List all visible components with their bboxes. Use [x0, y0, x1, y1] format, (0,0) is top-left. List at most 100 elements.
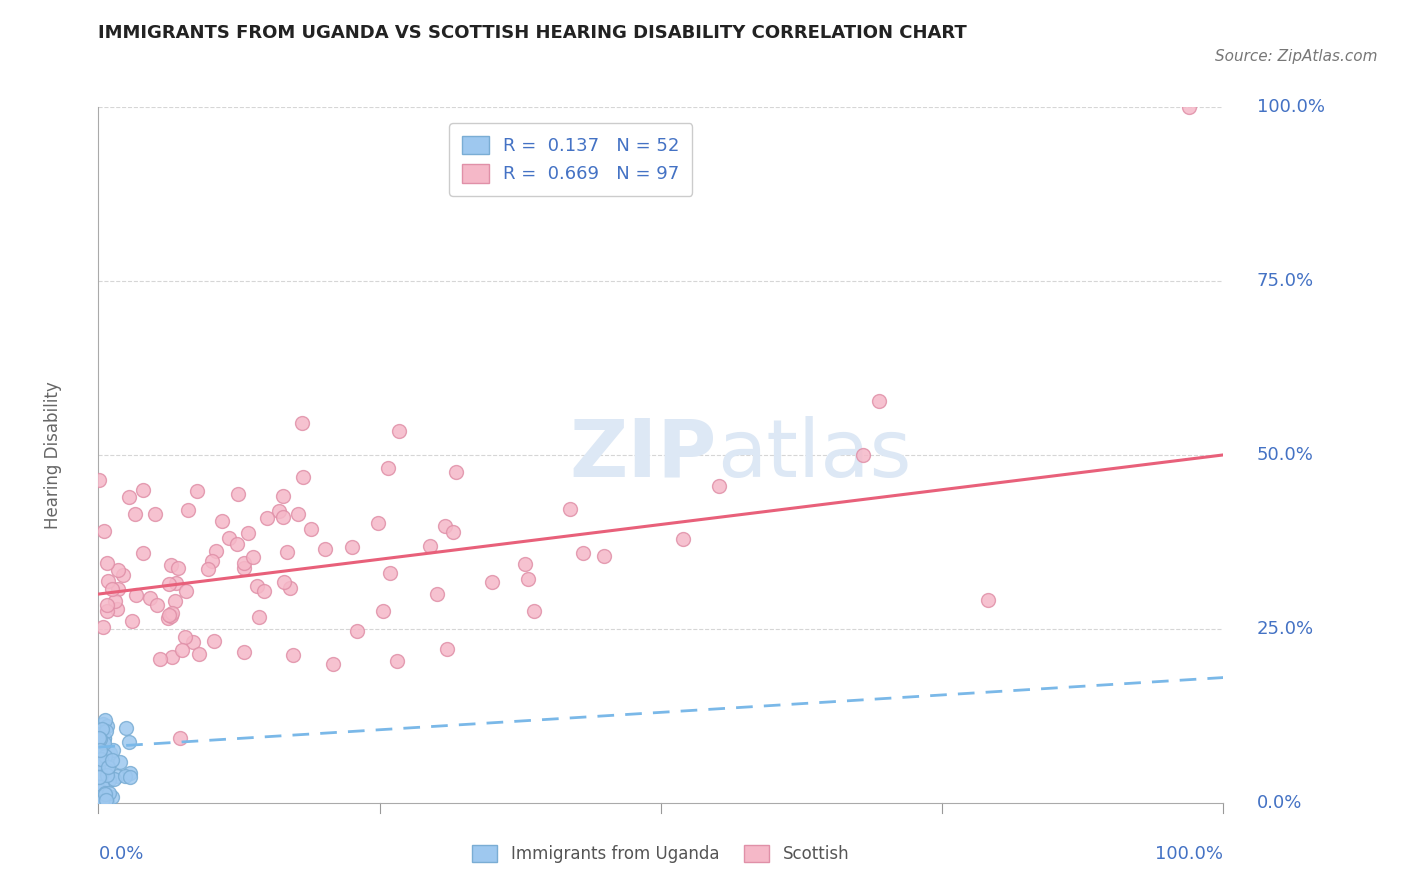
- Point: [90, 794, 112, 808]
- Point: [167, 560, 190, 574]
- Point: [225, 536, 247, 550]
- Point: [139, 591, 162, 606]
- Point: [868, 394, 890, 409]
- Point: [247, 610, 270, 624]
- Point: [118, 766, 141, 780]
- Point: [149, 651, 172, 665]
- Point: [94, 793, 117, 807]
- Point: [90, 789, 112, 804]
- Point: [1178, 100, 1201, 114]
- Point: [160, 558, 183, 572]
- Point: [89, 728, 111, 742]
- Text: ZIP: ZIP: [569, 416, 717, 494]
- Point: [146, 598, 169, 612]
- Point: [89, 732, 111, 747]
- Point: [385, 654, 408, 668]
- Text: 50.0%: 50.0%: [1257, 446, 1313, 464]
- Point: [87, 792, 110, 806]
- Point: [226, 487, 249, 501]
- Point: [287, 508, 309, 522]
- Point: [205, 544, 228, 558]
- Text: 25.0%: 25.0%: [1257, 620, 1315, 638]
- Point: [91, 620, 114, 634]
- Point: [346, 624, 368, 638]
- Point: [292, 469, 315, 483]
- Point: [513, 557, 536, 571]
- Point: [91, 735, 114, 749]
- Point: [91, 717, 114, 731]
- Point: [419, 540, 441, 554]
- Point: [172, 643, 194, 657]
- Point: [96, 719, 118, 733]
- Point: [90, 779, 112, 793]
- Point: [90, 722, 112, 736]
- Point: [280, 581, 302, 595]
- Point: [124, 507, 146, 521]
- Point: [436, 641, 458, 656]
- Point: [114, 721, 136, 735]
- Point: [160, 608, 183, 623]
- Point: [342, 540, 364, 554]
- Point: [87, 744, 110, 758]
- Point: [236, 526, 259, 541]
- Point: [160, 650, 183, 665]
- Point: [388, 424, 411, 438]
- Point: [93, 736, 115, 750]
- Point: [281, 648, 304, 662]
- Point: [87, 731, 110, 746]
- Point: [89, 756, 111, 771]
- Point: [314, 542, 336, 557]
- Point: [93, 731, 115, 746]
- Point: [107, 563, 129, 577]
- Point: [426, 587, 449, 601]
- Point: [143, 507, 166, 521]
- Point: [163, 594, 186, 608]
- Point: [433, 518, 456, 533]
- Point: [157, 611, 180, 625]
- Point: [165, 576, 187, 591]
- Point: [371, 604, 394, 618]
- Point: [87, 726, 110, 740]
- Text: 100.0%: 100.0%: [1156, 845, 1223, 863]
- Text: 0.0%: 0.0%: [98, 845, 143, 863]
- Point: [672, 533, 695, 547]
- Point: [93, 731, 115, 746]
- Point: [103, 742, 125, 756]
- Point: [87, 770, 110, 784]
- Text: 0.0%: 0.0%: [1257, 794, 1302, 812]
- Point: [89, 473, 111, 487]
- Point: [90, 750, 112, 764]
- Point: [101, 789, 124, 804]
- Point: [105, 769, 128, 783]
- Text: 100.0%: 100.0%: [1257, 98, 1324, 116]
- Point: [252, 584, 274, 599]
- Point: [174, 584, 197, 599]
- Point: [273, 574, 295, 589]
- Point: [97, 574, 120, 588]
- Point: [267, 504, 290, 518]
- Point: [481, 574, 503, 589]
- Text: IMMIGRANTS FROM UGANDA VS SCOTTISH HEARING DISABILITY CORRELATION CHART: IMMIGRANTS FROM UGANDA VS SCOTTISH HEARI…: [98, 23, 967, 42]
- Point: [572, 546, 595, 560]
- Point: [132, 483, 155, 498]
- Point: [291, 416, 314, 430]
- Point: [233, 556, 256, 570]
- Point: [96, 768, 118, 782]
- Point: [96, 723, 118, 738]
- Point: [709, 479, 731, 493]
- Point: [89, 790, 111, 805]
- Point: [232, 561, 254, 575]
- Point: [160, 606, 183, 620]
- Point: [94, 787, 117, 801]
- Point: [114, 769, 136, 783]
- Legend: Immigrants from Uganda, Scottish: Immigrants from Uganda, Scottish: [464, 836, 858, 871]
- Point: [93, 524, 115, 538]
- Point: [89, 789, 111, 803]
- Point: [97, 786, 120, 800]
- Point: [271, 489, 294, 503]
- Point: [157, 607, 180, 622]
- Point: [125, 588, 148, 602]
- Point: [181, 635, 204, 649]
- Point: [89, 780, 111, 794]
- Point: [246, 579, 269, 593]
